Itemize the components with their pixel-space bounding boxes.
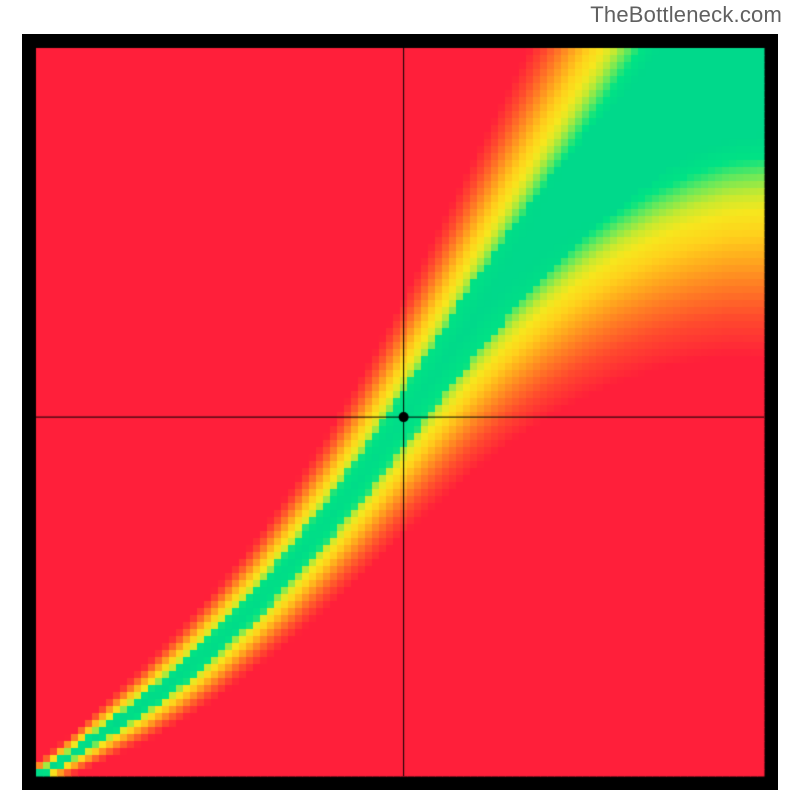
- stage: TheBottleneck.com: [0, 0, 800, 800]
- watermark-text: TheBottleneck.com: [590, 2, 782, 28]
- heatmap-canvas: [22, 34, 778, 790]
- plot-outer-frame: [22, 34, 778, 790]
